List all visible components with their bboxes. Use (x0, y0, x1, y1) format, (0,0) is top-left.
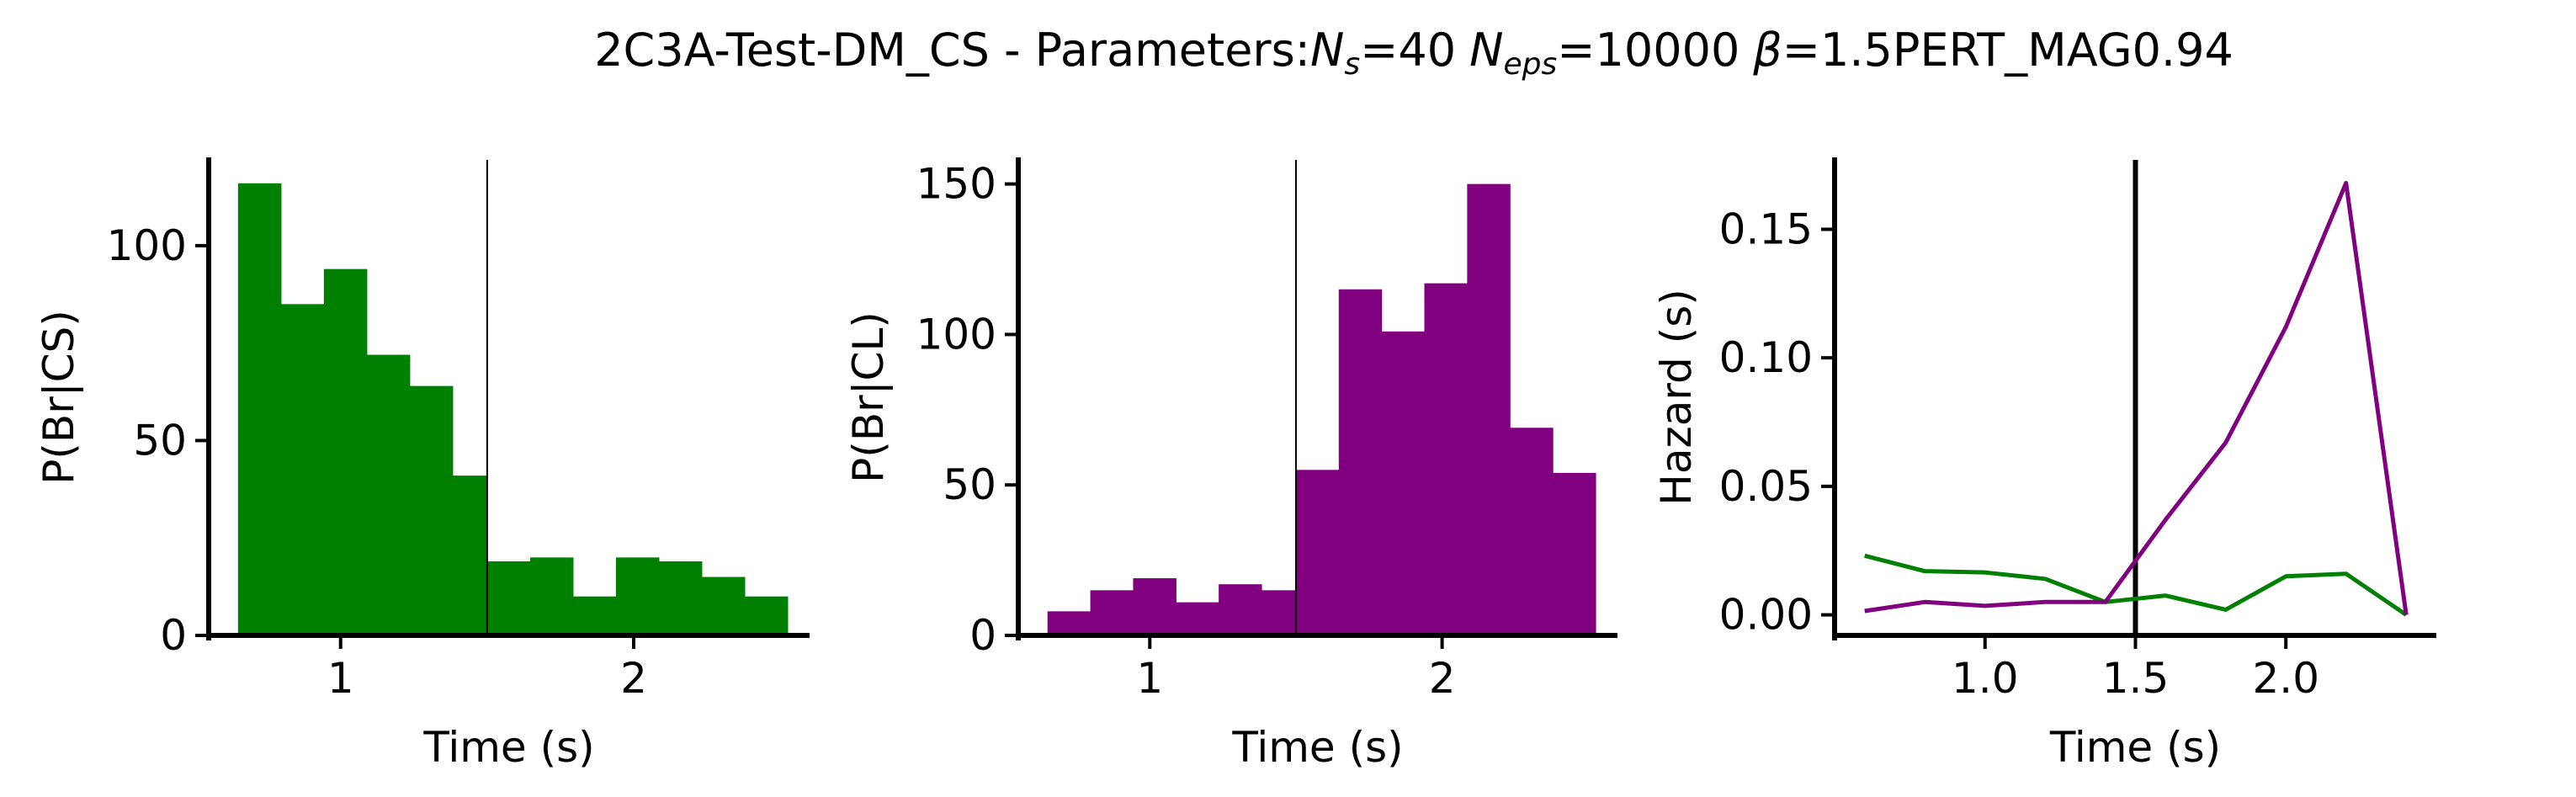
cl-hist-bar-3 (1176, 602, 1219, 635)
cl-hist-y-tick-label-1: 50 (943, 460, 996, 509)
hazard-x-tick-label-1: 1.5 (2102, 654, 2170, 703)
cl-hist-bar-2 (1133, 578, 1176, 635)
cl-hist-y-tick-label-0: 0 (969, 611, 996, 660)
cs-hist-bar-5 (452, 476, 488, 635)
cs-hist-y-tick-label-0: 0 (160, 611, 187, 660)
hazard-y-tick-label-1: 0.05 (1719, 462, 1813, 511)
cl-hist-x-tick-label-1: 2 (1429, 654, 1456, 703)
hazard-x-axis-label: Time (s) (2049, 723, 2221, 772)
hazard-y-tick-label-3: 0.15 (1719, 205, 1813, 253)
title-ns-value: =40 (1360, 24, 1456, 77)
cs-hist-x-tick-label-0: 1 (327, 654, 354, 703)
title-neps-value: =10000 (1557, 24, 1739, 77)
cs-hist-bar-6 (486, 561, 531, 635)
cl-hist-x-axis-label: Time (s) (1231, 723, 1403, 772)
cs-hist-bar-0 (237, 183, 282, 636)
hazard-y-tick-label-0: 0.00 (1719, 591, 1813, 640)
cs-hist-bar-9 (615, 557, 660, 635)
figure-title: 2C3A-Test-DM_CS - Parameters:Ns=40 Neps=1… (594, 24, 2233, 82)
cl-hist-bar-10 (1467, 183, 1511, 636)
cs-hist-bar-12 (744, 596, 789, 635)
hazard-series-0-line (1864, 553, 2408, 617)
cl-hist-y-axis-label: P(Br|CL) (844, 311, 893, 483)
cs-hist-x-axis-label: Time (s) (422, 723, 594, 772)
cs-hist-y-tick-label-1: 50 (133, 416, 187, 465)
cl-hist-bar-1 (1090, 590, 1134, 635)
cs-hist-y-tick-label-2: 100 (107, 221, 187, 270)
cs-hist-bar-2 (323, 268, 368, 635)
cs-hist-y-axis-label: P(Br|CS) (35, 310, 83, 485)
hazard-x-tick-label-2: 2.0 (2252, 654, 2319, 703)
cl-hist-bar-4 (1219, 584, 1262, 635)
hazard-y-tick-label-2: 0.10 (1719, 333, 1813, 382)
hazard-series-1-line (1864, 180, 2409, 615)
title-ns-subscript: s (1344, 47, 1360, 82)
cs-hist-bar-11 (701, 576, 746, 635)
cl-hist-bar-9 (1424, 283, 1468, 635)
cl-hist-bar-11 (1510, 428, 1554, 635)
title-neps-symbol: N (1469, 24, 1503, 77)
cl-hist-x-tick-label-0: 1 (1136, 654, 1163, 703)
cl-histogram-panel: 0 50 100 150 1 2 Time (s) P(Br|CL) (844, 157, 1617, 772)
cl-hist-bar-8 (1381, 331, 1426, 635)
cs-hist-bar-3 (366, 354, 411, 635)
cs-hist-bar-8 (572, 596, 617, 635)
cl-hist-bar-0 (1047, 611, 1091, 635)
cs-hist-x-tick-label-1: 2 (620, 654, 647, 703)
title-ns-symbol: N (1310, 24, 1344, 77)
hazard-x-tick-label-0: 1.0 (1952, 654, 2019, 703)
title-prefix: 2C3A-Test-DM_CS - Parameters: (594, 24, 1310, 77)
cl-hist-bar-6 (1295, 470, 1340, 635)
cl-hist-bar-12 (1553, 472, 1596, 635)
title-beta-symbol: β (1752, 24, 1782, 77)
title-beta-value: =1.5PERT_MAG0.94 (1782, 24, 2233, 77)
cs-hist-bar-4 (409, 385, 454, 635)
cs-hist-bar-7 (529, 557, 574, 635)
cl-hist-y-tick-label-3: 150 (916, 160, 996, 209)
hazard-line-panel: 0.00 0.05 0.10 0.15 1.0 1.5 2.0 Time (s) Hazard … (1652, 157, 2436, 772)
cs-hist-bar-10 (658, 561, 703, 635)
cs-hist-bar-1 (280, 304, 325, 635)
cl-hist-y-tick-label-2: 100 (916, 310, 996, 359)
hazard-y-axis-label: Hazard (s) (1652, 289, 1701, 506)
cl-hist-bar-5 (1261, 590, 1297, 635)
cs-histogram-panel: 0 50 100 1 2 Time (s) P(Br|CS) (35, 157, 810, 772)
cl-hist-bar-7 (1338, 289, 1383, 635)
title-neps-subscript: eps (1504, 47, 1558, 82)
